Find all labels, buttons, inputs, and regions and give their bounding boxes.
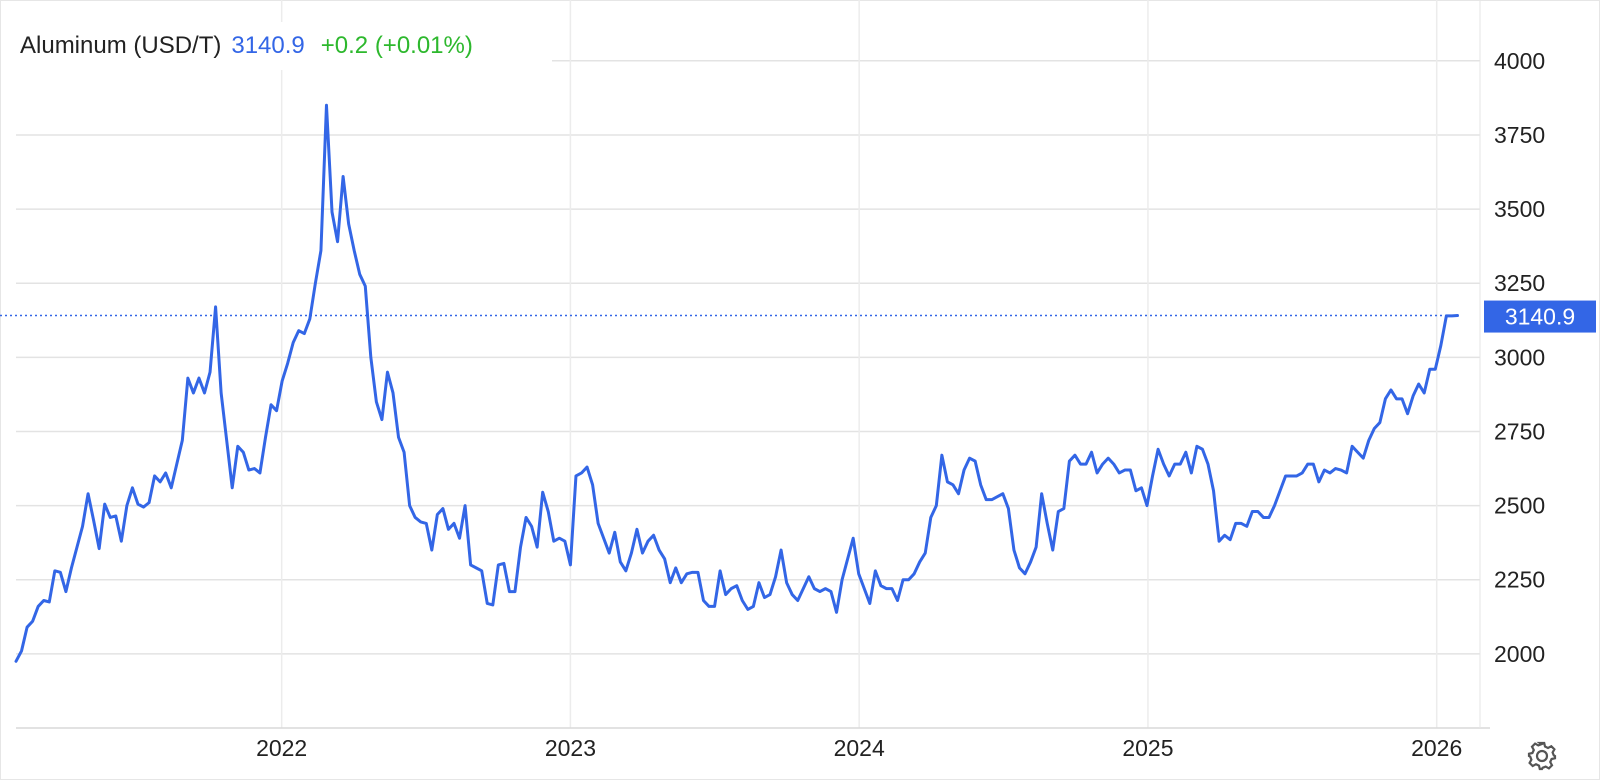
x-tick-label: 2023 <box>545 735 596 761</box>
header: Aluminum (USD/T) 3140.9 +0.2 (+0.01%) <box>20 32 473 59</box>
settings-icon[interactable] <box>1527 741 1557 771</box>
header-box <box>12 22 552 70</box>
x-tick-label: 2026 <box>1411 735 1462 761</box>
x-tick-label: 2025 <box>1122 735 1173 761</box>
change: +0.2 (+0.01%) <box>321 32 473 59</box>
y-tick-label: 2750 <box>1494 418 1545 444</box>
y-tick-label: 2250 <box>1494 567 1545 593</box>
x-tick-label: 2022 <box>256 735 307 761</box>
y-tick-label: 3750 <box>1494 122 1545 148</box>
plot <box>0 103 1459 663</box>
title: Aluminum (USD/T) <box>20 32 221 59</box>
settings-icon-hub <box>1535 749 1549 763</box>
y-tick-label: 4000 <box>1494 48 1545 74</box>
last-value-tag <box>1484 300 1596 333</box>
last-value-label: 3140.9 <box>1505 304 1575 330</box>
y-tick-label: 3500 <box>1494 196 1545 222</box>
x-tick-label: 2024 <box>834 735 885 761</box>
y-tick-label: 3000 <box>1494 344 1545 370</box>
settings-icon-gear <box>1527 741 1557 771</box>
price-line <box>14 103 1459 663</box>
y-tick-label: 2000 <box>1494 641 1545 667</box>
y-tick-label: 2500 <box>1494 493 1545 519</box>
y-tick-label: 3250 <box>1494 270 1545 296</box>
price: 3140.9 <box>231 32 304 59</box>
